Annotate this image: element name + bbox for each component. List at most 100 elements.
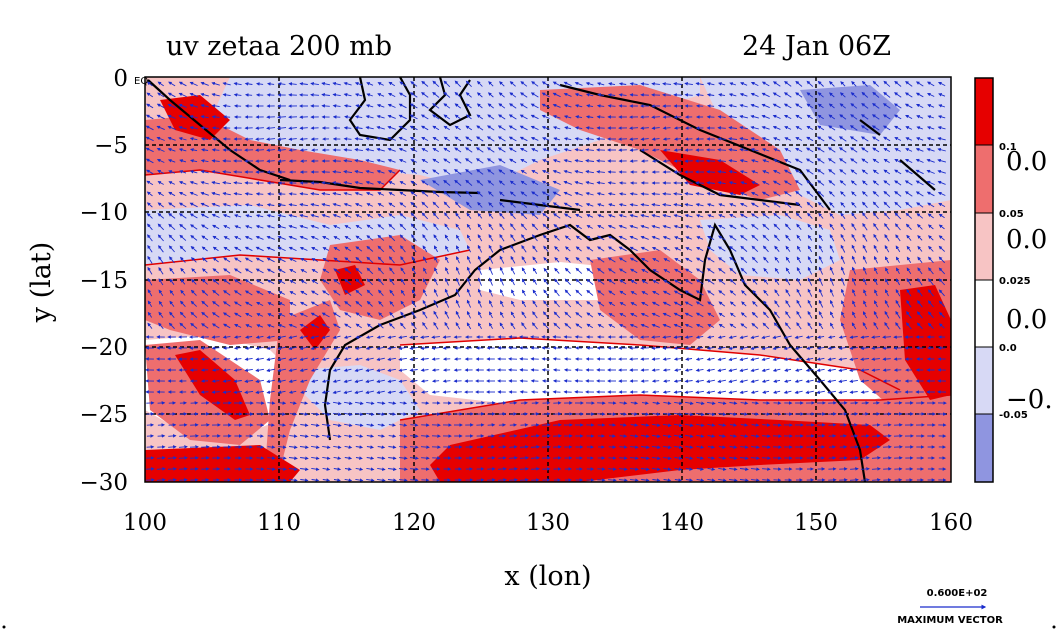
wind-vector	[883, 91, 891, 98]
wind-vector	[354, 115, 363, 119]
wind-vector	[442, 379, 451, 383]
wind-vector	[508, 114, 517, 120]
wind-vector	[454, 103, 461, 109]
wind-vector	[465, 80, 472, 88]
wind-vector	[739, 114, 749, 119]
wind-vector	[145, 114, 154, 120]
vector-key: 0.600E+02 MAXIMUM VECTOR	[897, 588, 1003, 626]
wind-vector	[431, 368, 440, 372]
wind-vector	[563, 148, 572, 152]
wind-vector	[443, 80, 451, 88]
wind-vector	[465, 158, 473, 164]
wind-vectors	[145, 80, 947, 482]
colorbar-swatch-3	[975, 280, 993, 347]
wind-vector	[277, 159, 286, 163]
wind-vector	[651, 115, 660, 119]
wind-vector	[267, 82, 275, 86]
wind-vector	[508, 136, 517, 142]
wind-vector	[168, 434, 177, 438]
wind-vector	[267, 445, 276, 449]
wind-vector	[850, 103, 858, 109]
wind-vector	[541, 81, 550, 87]
wind-vector	[552, 81, 561, 87]
wind-vector	[597, 93, 605, 97]
wind-vector	[695, 93, 704, 97]
wind-vector	[497, 136, 506, 142]
wind-vector	[717, 137, 726, 141]
wind-vector	[806, 125, 814, 130]
wind-vector	[421, 434, 430, 438]
wind-vector	[508, 478, 518, 482]
wind-vector	[805, 158, 814, 164]
wind-vector	[454, 114, 461, 120]
wind-vector	[861, 91, 869, 98]
wind-vector	[332, 81, 341, 86]
wind-vector	[376, 114, 385, 119]
wind-vector	[465, 136, 473, 142]
colorbar-swatch-0	[975, 78, 993, 145]
wind-vector	[806, 114, 813, 120]
wind-vector	[530, 92, 539, 98]
wind-vector	[552, 115, 561, 119]
wind-vector	[475, 147, 484, 153]
wind-vector	[904, 103, 913, 109]
wind-vector	[410, 159, 418, 163]
wind-vector	[773, 159, 781, 163]
wind-vector	[849, 478, 859, 482]
wind-vector	[684, 93, 693, 97]
wind-vector	[366, 93, 373, 97]
wind-vector	[585, 82, 594, 86]
wind-vector	[717, 115, 726, 119]
wind-vector	[762, 434, 771, 438]
wind-vector	[410, 467, 419, 471]
wind-vector	[157, 81, 164, 87]
wind-vector	[222, 81, 231, 86]
wind-vector	[255, 192, 264, 196]
wind-vector	[894, 137, 902, 141]
wind-vector	[156, 478, 166, 482]
wind-vector	[321, 81, 330, 86]
wind-vector	[718, 82, 726, 86]
wind-vector	[829, 92, 835, 98]
wind-vector	[409, 103, 418, 109]
wind-vector	[542, 137, 550, 141]
wind-vector	[178, 114, 187, 119]
wind-vector	[178, 148, 187, 152]
wind-vector	[937, 147, 946, 152]
x-tick-label: 130	[526, 510, 570, 536]
wind-vector	[839, 103, 846, 109]
wind-vector	[519, 456, 529, 460]
wind-vector	[915, 81, 924, 87]
wind-vector	[861, 445, 870, 449]
wind-vector	[486, 158, 495, 164]
wind-vector	[828, 114, 836, 120]
wind-vector	[905, 148, 913, 152]
wind-vector	[772, 92, 781, 98]
wind-vector	[465, 147, 473, 153]
wind-vector	[211, 357, 220, 361]
wind-vector	[938, 93, 946, 97]
wind-vector	[717, 126, 726, 130]
wind-vector	[442, 335, 451, 339]
wind-vector	[179, 478, 188, 482]
wind-vector	[454, 136, 462, 142]
wind-vector	[762, 423, 771, 427]
wind-vector	[652, 390, 660, 394]
wind-vector	[157, 92, 165, 98]
wind-vector	[167, 136, 176, 141]
wind-vector	[267, 401, 276, 405]
wind-vector	[750, 136, 759, 141]
colorbar-swatch-2	[975, 213, 993, 280]
wind-vector	[663, 379, 671, 383]
wind-vector	[509, 456, 518, 460]
wind-vector	[211, 137, 220, 141]
wind-vector	[772, 81, 781, 87]
wind-vector	[574, 104, 583, 108]
wind-vector	[410, 423, 419, 427]
x-tick-label: 100	[123, 510, 167, 536]
wind-vector	[806, 92, 814, 98]
wind-vector	[915, 103, 924, 109]
wind-vector	[619, 434, 628, 438]
wind-vector	[916, 126, 923, 130]
wind-vector	[310, 82, 319, 86]
